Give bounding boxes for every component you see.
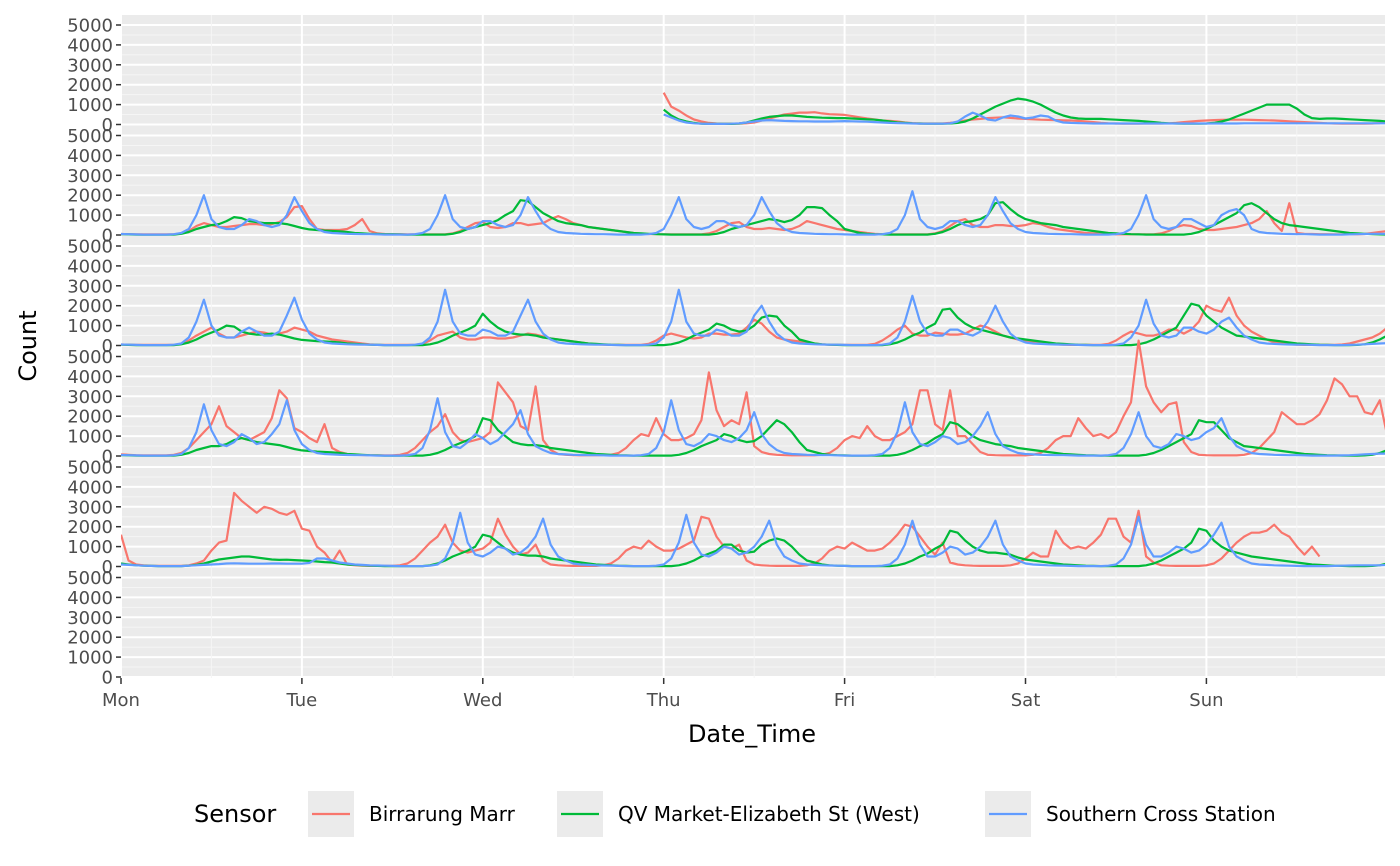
week-panel-2 [120, 125, 1385, 236]
y-tick-label: 5000 [67, 458, 113, 479]
panels [120, 15, 1385, 678]
y-tick-label: 1000 [67, 316, 113, 337]
x-axis-title: Date_Time [688, 720, 816, 748]
week-panel-4 [120, 339, 1385, 457]
y-tick-label: 5000 [67, 568, 113, 589]
y-tick-label: 5000 [67, 16, 113, 37]
series-lines [121, 339, 1385, 457]
x-tick-label: Fri [834, 690, 855, 711]
y-tick-label: 0 [102, 447, 113, 468]
y-tick-label: 1000 [67, 95, 113, 116]
week-panel-3 [120, 236, 1385, 347]
y-tick-label: 2000 [67, 296, 113, 317]
legend-entry-southern-cross-station: Southern Cross Station [985, 791, 1276, 837]
y-tick-label: 4000 [67, 367, 113, 388]
legend-label: Birrarung Marr [369, 802, 516, 826]
y-tick-label: 0 [102, 336, 113, 357]
series-line-southern-cross-station [121, 288, 1385, 347]
y-tick-label: 5000 [67, 126, 113, 147]
week-panel-5 [120, 457, 1385, 568]
x-tick-label: Thu [646, 690, 681, 711]
series-line-birrarung-marr [121, 491, 1321, 568]
y-tick-label: 0 [102, 226, 113, 247]
series-lines [121, 288, 1385, 347]
y-tick-label: 3000 [67, 387, 113, 408]
series-line-southern-cross-station [121, 511, 1385, 568]
y-tick-label: 1000 [67, 427, 113, 448]
y-tick-label: 1000 [67, 206, 113, 227]
y-tick-label: 4000 [67, 35, 113, 56]
y-tick-label: 0 [102, 557, 113, 578]
x-tick-label: Sun [1189, 690, 1223, 711]
y-tick-label: 3000 [67, 608, 113, 629]
series-line-qv-market-elizabeth-st-west [663, 97, 1385, 126]
series-lines [121, 491, 1385, 568]
week-panel-6 [120, 567, 1385, 678]
y-tick-label: 5000 [67, 237, 113, 258]
legend-label: QV Market-Elizabeth St (West) [618, 802, 920, 826]
legend-entry-qv-market-elizabeth-st-west: QV Market-Elizabeth St (West) [557, 791, 920, 837]
y-tick-label: 2000 [67, 628, 113, 649]
y-tick-label: 0 [102, 115, 113, 136]
y-tick-label: 4000 [67, 146, 113, 167]
y-tick-label: 2000 [67, 186, 113, 207]
x-tick-label: Sat [1011, 690, 1041, 711]
axes: 0100020003000400050000100020003000400050… [67, 16, 1223, 712]
y-tick-label: 1000 [67, 648, 113, 669]
series-lines [121, 190, 1385, 236]
y-tick-label: 3000 [67, 55, 113, 76]
series-line-southern-cross-station [663, 111, 1385, 126]
panel-background [121, 567, 1385, 678]
y-tick-label: 3000 [67, 166, 113, 187]
week-panel-1 [120, 15, 1385, 126]
y-axis-title: Count [14, 310, 42, 381]
panel-background [121, 15, 1385, 126]
series-line-southern-cross-station [121, 397, 1385, 457]
y-tick-label: 0 [102, 668, 113, 689]
legend-title: Sensor [194, 800, 276, 828]
y-tick-label: 2000 [67, 407, 113, 428]
y-tick-label: 4000 [67, 477, 113, 498]
series-lines [662, 92, 1385, 126]
series-line-southern-cross-station [121, 190, 1385, 236]
y-tick-label: 2000 [67, 517, 113, 538]
x-tick-label: Tue [286, 690, 318, 711]
y-tick-label: 3000 [67, 497, 113, 518]
y-tick-label: 4000 [67, 256, 113, 277]
y-tick-label: 3000 [67, 276, 113, 297]
legend: Sensor Birrarung Marr QV Market-Elizabeth… [194, 791, 1276, 837]
legend-entry-birrarung-marr: Birrarung Marr [308, 791, 516, 837]
x-tick-label: Mon [102, 690, 140, 711]
y-tick-label: 2000 [67, 75, 113, 96]
y-tick-label: 4000 [67, 588, 113, 609]
legend-label: Southern Cross Station [1046, 802, 1276, 826]
x-tick-label: Wed [463, 690, 502, 711]
y-tick-label: 1000 [67, 537, 113, 558]
y-tick-label: 5000 [67, 347, 113, 368]
